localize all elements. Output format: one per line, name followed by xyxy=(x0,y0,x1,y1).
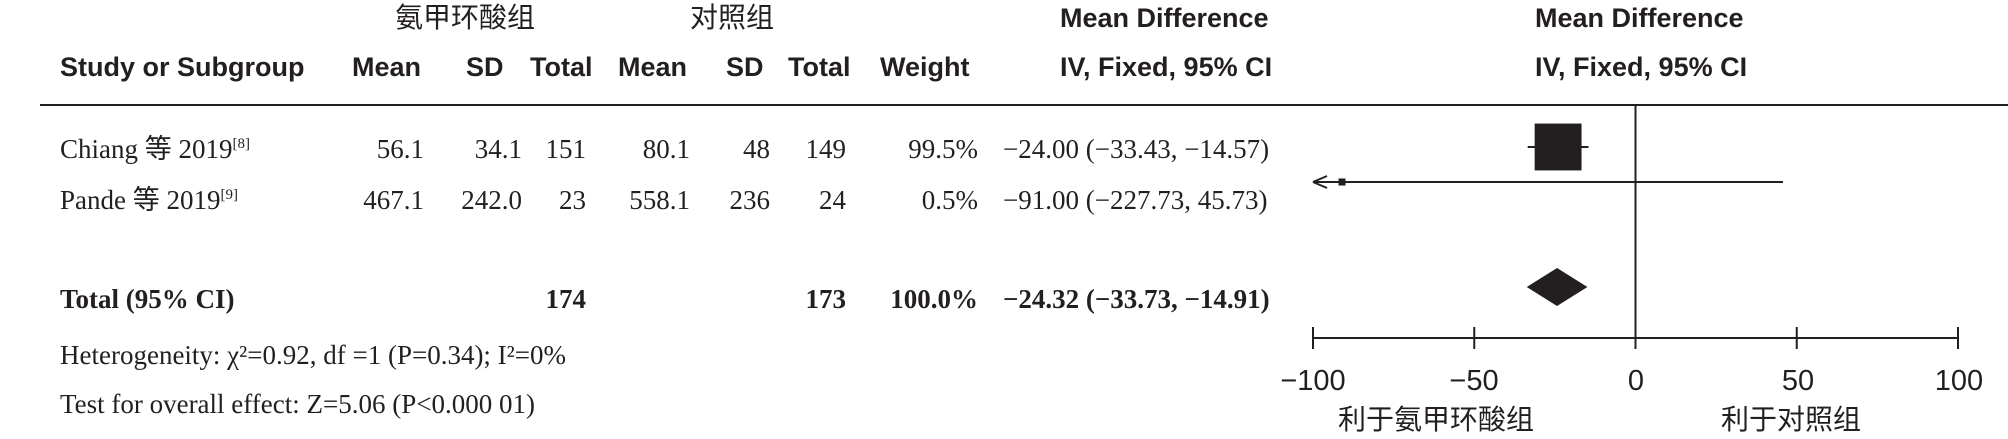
col-ctrl-mean: Mean xyxy=(618,52,688,82)
ctrl-mean-1: 80.1 xyxy=(642,134,690,164)
ci-text-1: −24.00 (−33.43, −14.57) xyxy=(1003,134,1270,164)
total-label: Total (95% CI) xyxy=(60,284,235,314)
favours-control-label: 利于对照组 xyxy=(1721,403,1862,436)
exp-total-1: 151 xyxy=(545,134,587,164)
overall-effect-text: Test for overall effect: Z=5.06 (P<0.000… xyxy=(60,389,535,419)
tick-label: 100 xyxy=(1934,365,1984,397)
weight-1: 99.5% xyxy=(908,134,978,164)
col-exp-mean: Mean xyxy=(352,52,422,82)
exp-total-2: 23 xyxy=(559,185,586,215)
col-exp-total: Total xyxy=(530,52,593,82)
weight-total: 100.0% xyxy=(890,284,978,314)
study-weight-box xyxy=(1338,178,1346,186)
tick-label: 50 xyxy=(1781,365,1815,397)
exp-mean-1: 56.1 xyxy=(376,134,424,164)
col-ctrl-sd: SD xyxy=(726,52,764,82)
col-ci-left: IV, Fixed, 95% CI xyxy=(1060,52,1273,82)
study-name-1: Chiang 等 2019[8] xyxy=(60,134,250,164)
group-title-control: 对照组 xyxy=(690,1,775,34)
weight-2: 0.5% xyxy=(921,185,978,215)
exp-sd-2: 242.0 xyxy=(461,185,522,215)
favours-treatment-label: 利于氨甲环酸组 xyxy=(1338,403,1535,436)
study-name-2: Pande 等 2019[9] xyxy=(60,185,238,215)
ctrl-total-1: 149 xyxy=(805,134,847,164)
tick-label: 0 xyxy=(1627,365,1645,397)
exp-mean-2: 467.1 xyxy=(363,185,424,215)
plot-area xyxy=(1312,104,1959,349)
ctrl-total-sum: 173 xyxy=(805,284,847,314)
exp-total-sum: 174 xyxy=(545,284,587,314)
group-title-treatment: 氨甲环酸组 xyxy=(395,1,536,34)
md-title-left: Mean Difference xyxy=(1060,3,1269,33)
ci-text-total: −24.32 (−33.73, −14.91) xyxy=(1003,284,1270,314)
exp-sd-1: 34.1 xyxy=(474,134,522,164)
tick-label: −50 xyxy=(1449,365,1499,397)
ci-text-2: −91.00 (−227.73, 45.73) xyxy=(1003,185,1268,215)
ctrl-mean-2: 558.1 xyxy=(629,185,690,215)
ctrl-sd-1: 48 xyxy=(743,134,770,164)
ctrl-total-2: 24 xyxy=(819,185,846,215)
ctrl-sd-2: 236 xyxy=(729,185,771,215)
col-ci-right: IV, Fixed, 95% CI xyxy=(1535,52,1748,82)
study-weight-box xyxy=(1534,123,1582,171)
col-weight: Weight xyxy=(880,52,970,82)
md-title-right: Mean Difference xyxy=(1535,3,1744,33)
col-exp-sd: SD xyxy=(466,52,504,82)
col-ctrl-total: Total xyxy=(788,52,851,82)
pooled-diamond xyxy=(1526,268,1588,306)
header-rule xyxy=(40,104,2008,106)
heterogeneity-text: Heterogeneity: χ²=0.92, df =1 (P=0.34); … xyxy=(60,340,566,370)
ci-arrow-left xyxy=(1312,175,1328,189)
col-study: Study or Subgroup xyxy=(60,52,305,82)
tick-label: −100 xyxy=(1280,365,1346,397)
